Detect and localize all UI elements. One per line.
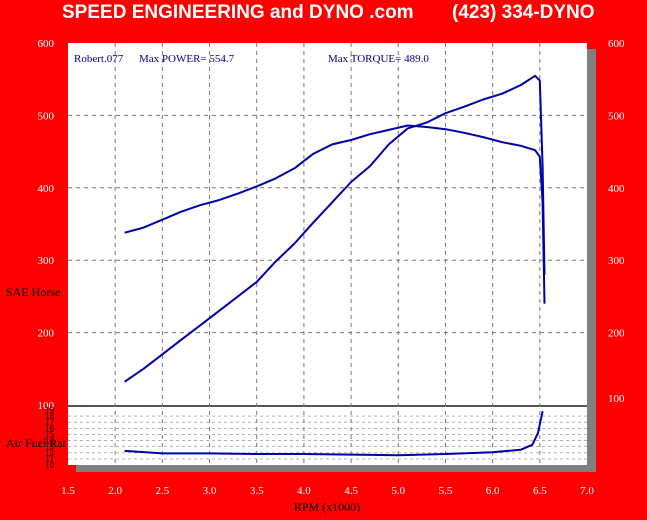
- x-tick-label: 4.5: [344, 485, 358, 497]
- x-tick-label: 5.5: [439, 485, 453, 497]
- y-tick-label-right: 400: [608, 183, 625, 195]
- curves: [124, 74, 546, 457]
- afr-tick-label: 10: [45, 460, 55, 470]
- x-axis-label: RPM (x1000): [294, 500, 360, 514]
- x-tick-labels: 1.5 2.0 2.5 3.0 3.5 4.0 4.5 5.0 5.5 6.0 6.5 7.0: [61, 485, 594, 497]
- company-name: SPEED ENGINEERING and DYNO .com: [62, 2, 414, 23]
- x-tick-label: 6.0: [486, 485, 500, 497]
- afr-tick-label: 17: [45, 417, 55, 427]
- y-tick-labels-right: 600 500 400 300 200 100: [608, 38, 625, 405]
- afr-tick-label: 19: [45, 405, 55, 415]
- y-tick-labels-left: 600 500 400 300 200 100: [38, 38, 55, 412]
- afr-curve: [124, 410, 544, 457]
- afr-tick-label: 18: [45, 411, 55, 421]
- afr-tick-label: 15: [45, 429, 55, 439]
- afr-axis-label: Air Fuel Rat: [6, 436, 67, 450]
- y-tick-label-left: 100: [38, 400, 55, 412]
- y-axis-label: SAE Horse: [6, 285, 60, 299]
- x-tick-label: 7.0: [580, 485, 594, 497]
- y-tick-label-left: 200: [38, 328, 55, 340]
- y-tick-label-left: 400: [38, 183, 55, 195]
- y-tick-label-right: 500: [608, 110, 625, 122]
- afr-tick-label: 11: [45, 454, 54, 464]
- x-tick-label: 3.0: [203, 485, 217, 497]
- afr-tick-label: 13: [45, 442, 55, 452]
- dyno-curve: [124, 124, 546, 304]
- y-tick-label-right: 600: [608, 38, 625, 50]
- x-tick-label: 6.5: [533, 485, 547, 497]
- afr-tick-label: 12: [45, 448, 54, 458]
- header-banner: SPEED ENGINEERING and DYNO .com (423) 33…: [0, 0, 647, 28]
- y-tick-label-left: 500: [38, 110, 55, 122]
- x-tick-label: 5.0: [391, 485, 405, 497]
- x-tick-label: 1.5: [61, 485, 75, 497]
- max-torque-label: Max TORQUE= 489.0: [328, 53, 429, 65]
- x-tick-label: 4.0: [297, 485, 311, 497]
- y-tick-label-right: 300: [608, 255, 625, 267]
- x-tick-label: 2.0: [108, 485, 122, 497]
- x-tick-label: 3.5: [250, 485, 264, 497]
- x-tick-label: 2.5: [155, 485, 169, 497]
- afr-tick-label: 14: [45, 436, 55, 446]
- run-name: Robert.077: [74, 53, 124, 65]
- main-plot-area: [68, 43, 587, 405]
- y-tick-label-left: 300: [38, 255, 55, 267]
- afr-plot-area: [68, 406, 587, 465]
- y-tick-label-right: 100: [608, 393, 625, 405]
- y-tick-label-left: 600: [38, 38, 55, 50]
- y-tick-label-right: 200: [608, 328, 625, 340]
- max-power-label: Max POWER= 554.7: [139, 53, 235, 65]
- dyno-curve: [124, 74, 546, 383]
- afr-tick-label: 16: [45, 423, 55, 433]
- company-phone: (423) 334-DYNO: [452, 2, 595, 23]
